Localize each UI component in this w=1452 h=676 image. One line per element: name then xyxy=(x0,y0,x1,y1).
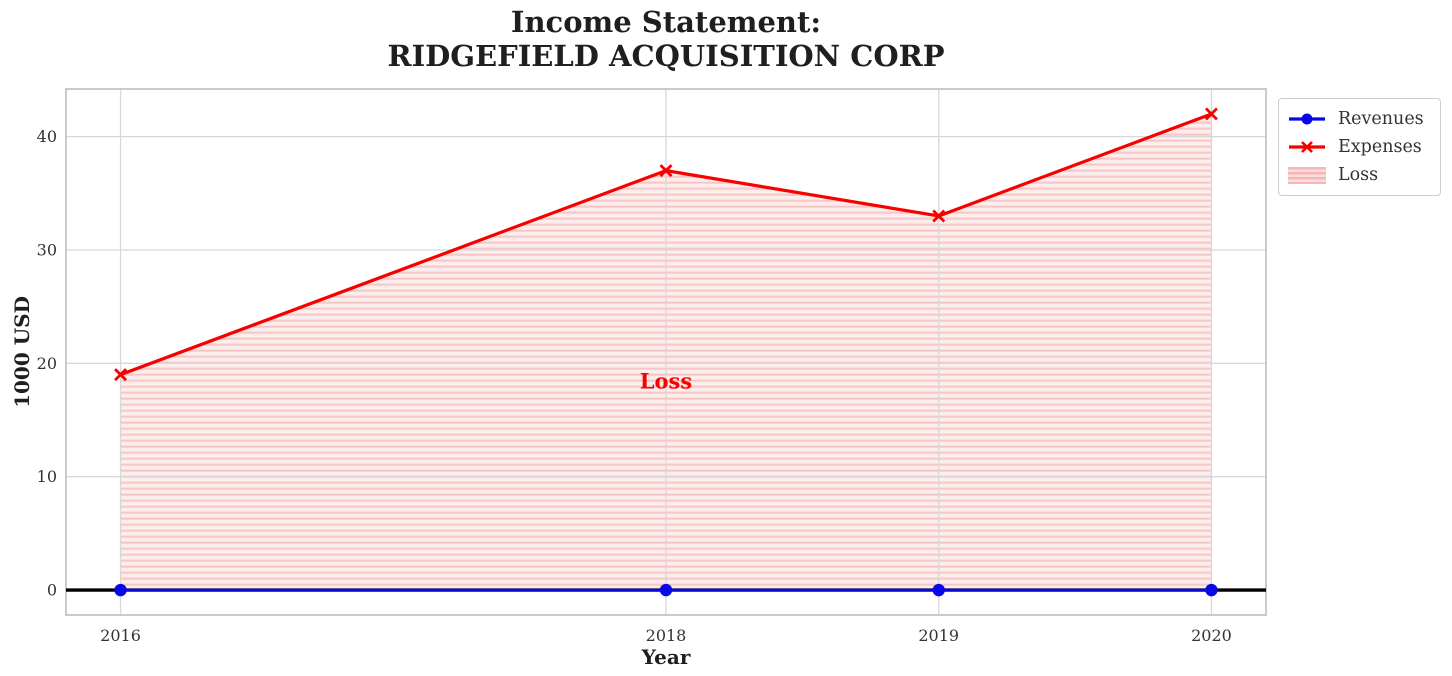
x-tick-label: 2016 xyxy=(100,626,141,645)
revenues-marker xyxy=(1205,583,1218,597)
legend-item-loss: Loss xyxy=(1288,161,1432,189)
revenues-marker xyxy=(114,583,127,597)
y-tick-label: 40 xyxy=(37,127,57,146)
x-axis-label: Year xyxy=(641,645,691,669)
revenues-marker xyxy=(659,583,673,597)
plot-border xyxy=(65,88,1267,616)
expenses-marker xyxy=(1204,107,1218,121)
y-tick-label: 10 xyxy=(37,467,57,486)
expenses-marker xyxy=(932,209,946,223)
expenses-marker xyxy=(659,164,673,178)
expenses-marker xyxy=(114,368,128,382)
legend-label-revenues: Revenues xyxy=(1338,109,1424,129)
y-axis-label: 1000 USD xyxy=(10,296,34,408)
legend: Revenues Expenses Loss xyxy=(1278,98,1441,196)
legend-item-revenues: Revenues xyxy=(1288,105,1432,133)
legend-item-expenses: Expenses xyxy=(1288,133,1432,161)
chart-title: Income Statement: RIDGEFIELD ACQUISITION… xyxy=(66,5,1266,73)
x-tick-label: 2019 xyxy=(918,626,959,645)
revenues-line-icon xyxy=(1289,113,1325,125)
expenses-line xyxy=(119,112,1213,377)
legend-label-expenses: Expenses xyxy=(1338,137,1422,157)
x-tick-label: 2020 xyxy=(1191,626,1232,645)
chart-title-line1: Income Statement: xyxy=(510,5,822,39)
expenses-line-icon xyxy=(1289,141,1325,153)
loss-annotation: Loss xyxy=(640,368,692,393)
legend-label-loss: Loss xyxy=(1338,165,1379,185)
x-tick-label: 2018 xyxy=(646,626,687,645)
y-tick-label: 30 xyxy=(37,240,57,259)
y-tick-label: 0 xyxy=(47,581,57,600)
chart-title-line2: RIDGEFIELD ACQUISITION CORP xyxy=(387,39,945,73)
revenues-marker xyxy=(932,583,945,597)
loss-hatch-icon xyxy=(1288,166,1326,184)
y-tick-label: 20 xyxy=(37,354,57,373)
